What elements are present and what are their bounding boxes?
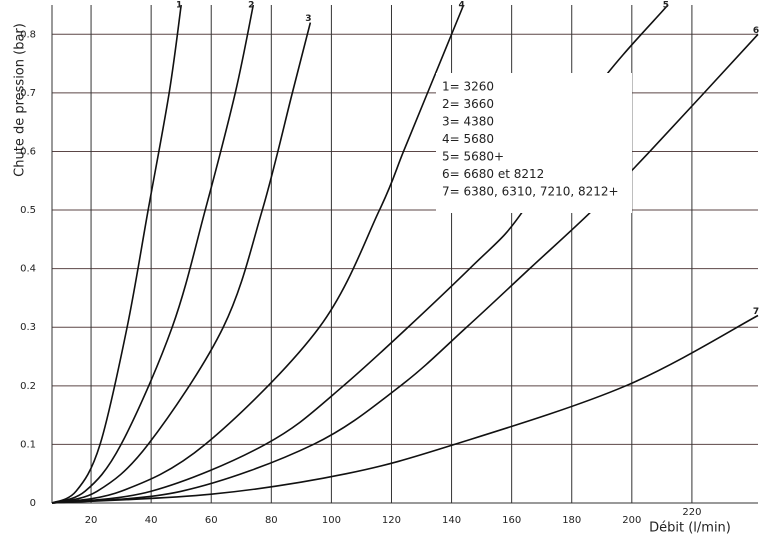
curve <box>51 4 465 504</box>
legend-entry: 1= 3260 <box>442 80 494 94</box>
y-tick-label: 0.3 <box>20 322 36 333</box>
legend-entry: 4= 5680 <box>442 132 494 146</box>
legend-entry: 5= 5680+ <box>442 150 504 164</box>
curve <box>51 4 255 504</box>
x-tick-label: 100 <box>322 515 341 526</box>
y-tick-label: 0.5 <box>20 205 36 216</box>
curve <box>51 33 759 504</box>
legend-entry: 3= 4380 <box>442 115 494 129</box>
y-tick-label: 0.4 <box>20 264 36 275</box>
legend-box <box>436 73 632 213</box>
y-tick-label: 0 <box>30 498 36 509</box>
x-tick-label: 160 <box>502 515 521 526</box>
x-tick-label: 40 <box>145 515 158 526</box>
legend-entry: 7= 6380, 6310, 7210, 8212+ <box>442 185 619 199</box>
x-tick-label: 80 <box>265 515 278 526</box>
y-tick-label: 0.7 <box>20 88 36 99</box>
legend: 1= 3260 2= 3660 3= 4380 4= 5680 5= 5680+ 6= 6… <box>436 73 632 213</box>
curve-label: 6 <box>753 26 759 36</box>
legend-entry: 6= 6680 et 8212 <box>442 167 544 181</box>
curve-label: 4 <box>458 1 464 11</box>
legend-entry: 2= 3660 <box>442 97 494 111</box>
curve-label: 7 <box>753 307 759 317</box>
curve-label: 1 <box>176 1 182 11</box>
y-tick-label: 0.8 <box>20 29 36 40</box>
x-tick-label: 120 <box>382 515 401 526</box>
y-axis-label: Chute de pression (bar) <box>13 23 28 177</box>
x-tick-label: 140 <box>442 515 461 526</box>
x-axis-label: Débit (l/min) <box>649 521 731 536</box>
curve-label: 5 <box>663 1 669 11</box>
curve-label: 2 <box>248 1 254 11</box>
y-tick-label: 0.2 <box>20 381 36 392</box>
x-tick-label: 200 <box>622 515 641 526</box>
curve <box>51 4 182 504</box>
y-tick-label: 0.6 <box>20 146 36 157</box>
curve <box>51 314 759 504</box>
x-tick-label: 60 <box>205 515 218 526</box>
y-tick-label: 0.1 <box>20 439 36 450</box>
curve <box>51 22 312 504</box>
curve-label: 3 <box>305 14 311 24</box>
x-tick-label: 220 <box>682 507 701 518</box>
x-tick-label: 180 <box>562 515 581 526</box>
x-tick-label: 20 <box>85 515 98 526</box>
